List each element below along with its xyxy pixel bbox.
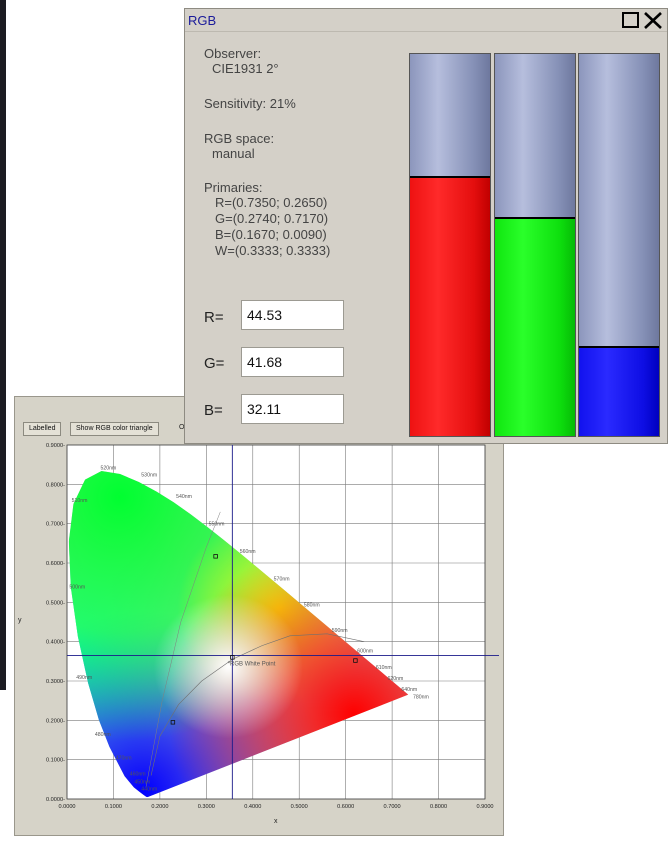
observer-label: Observer:: [204, 46, 262, 61]
observer-value: CIE1931 2°: [212, 61, 279, 76]
x-tick-label: 0.8000: [430, 804, 447, 810]
wavelength-label: 560nm: [240, 549, 256, 555]
x-tick-label: 0.1000: [105, 804, 122, 810]
y-tick-label: 0.1000-: [46, 758, 65, 764]
y-tick-label: 0.5000-: [46, 600, 65, 606]
y-tick-label: 0.3000-: [46, 679, 65, 685]
x-tick-label: 0.6000: [337, 804, 354, 810]
wavelength-label: 510nm: [72, 498, 88, 504]
wavelength-label: 780nm: [413, 695, 429, 701]
y-tick-label: 0.6000-: [46, 561, 65, 567]
r-label: R=: [204, 309, 224, 326]
x-tick-label: 0.3000: [198, 804, 215, 810]
primary-g: G=(0.2740; 0.7170): [215, 211, 329, 226]
b-value-input[interactable]: [241, 394, 344, 424]
wavelength-label: 620nm: [387, 676, 403, 682]
primaries-label: Primaries:: [204, 180, 263, 195]
labelled-button[interactable]: Labelled: [23, 422, 62, 436]
wavelength-label: 480nm: [95, 732, 111, 738]
y-tick-label: 0.7000-: [46, 522, 65, 528]
plot-border: [66, 444, 486, 800]
wavelength-label: 550nm: [209, 522, 225, 528]
window-title: RGB: [188, 13, 217, 28]
x-axis-label: x: [274, 818, 278, 825]
wavelength-label: 520nm: [100, 465, 116, 471]
x-tick-label: 0.4000: [244, 804, 261, 810]
rgb-space-label: RGB space:: [204, 131, 275, 146]
wavelength-label: 540nm: [176, 494, 192, 500]
chromaticity-point: [230, 655, 235, 660]
cursor-crosshair: [67, 445, 499, 799]
close-icon[interactable]: [643, 11, 663, 30]
g-value-input[interactable]: [241, 347, 344, 377]
primary-r: R=(0.7350; 0.2650): [215, 195, 328, 210]
b-level-fill: [579, 346, 659, 436]
x-tick-label: 0.0000: [58, 804, 75, 810]
chromaticity-point: [353, 658, 358, 663]
primary-w: W=(0.3333; 0.3333): [215, 243, 331, 258]
g-label: G=: [204, 355, 225, 372]
y-tick-label: 0.8000-: [46, 482, 65, 488]
y-tick-label: 0.2000-: [46, 718, 65, 724]
sensitivity-text: Sensitivity: 21%: [204, 96, 296, 111]
x-tick-label: 0.7000: [384, 804, 401, 810]
x-tick-label: 0.9000: [476, 804, 493, 810]
axis-ticks: 0.0000 0.1000 0.2000 0.3000 0.4000 0.5000 0.60…: [46, 443, 494, 810]
g-level-fill: [495, 217, 575, 436]
toolbar-overflow-option[interactable]: O: [179, 424, 185, 431]
y-tick-label: 0.4000-: [46, 640, 65, 646]
b-label: B=: [204, 402, 223, 419]
y-tick-label: 0.0000-: [46, 797, 65, 803]
g-level-bar: [494, 53, 576, 437]
chromaticity-point: [170, 720, 176, 725]
x-tick-label: 0.2000: [151, 804, 168, 810]
show-rgb-triangle-button[interactable]: Show RGB color triangle: [70, 422, 159, 436]
x-tick-label: 0.5000: [291, 804, 308, 810]
wavelength-label: 590nm: [332, 628, 348, 634]
b-level-bar: [578, 53, 660, 437]
wavelength-label: 440nm: [141, 786, 157, 792]
rgb-window: RGB Observer: CIE1931 2° Sensitivity: 21…: [184, 8, 668, 444]
white-point-label: *RGB White Point: [228, 661, 276, 667]
y-tick-label: 0.9000-: [46, 443, 65, 449]
wavelength-label: 530nm: [141, 472, 157, 478]
chromaticity-points: [170, 554, 358, 725]
wavelength-label: 500nm: [69, 585, 85, 591]
iso-temperature-line: [145, 511, 221, 788]
r-value-input[interactable]: [241, 300, 344, 330]
rgb-window-titlebar[interactable]: RGB: [185, 9, 667, 32]
wavelength-label: 490nm: [76, 675, 92, 681]
wavelength-label: 640nm: [401, 687, 417, 693]
maximize-icon[interactable]: [622, 12, 639, 28]
rgb-space-value: manual: [212, 146, 255, 161]
chromaticity-diagram-window: Labelled Show RGB color triangle O: [14, 396, 504, 836]
r-level-fill: [410, 176, 490, 436]
chromaticity-point: [213, 554, 218, 559]
wavelength-label: 470nm: [116, 756, 132, 762]
primary-b: B=(0.1670; 0.0090): [215, 227, 327, 242]
y-axis-label: y: [18, 617, 22, 624]
wavelength-label: 580nm: [304, 602, 320, 608]
wavelength-label: 600nm: [357, 649, 373, 655]
wavelength-label: 570nm: [274, 577, 290, 583]
r-level-bar: [409, 53, 491, 437]
wavelength-label: 460nm: [130, 771, 146, 777]
wavelength-label: 610nm: [376, 665, 392, 671]
wavelength-label: 450nm: [134, 779, 150, 785]
background-window-edge: [0, 0, 6, 690]
